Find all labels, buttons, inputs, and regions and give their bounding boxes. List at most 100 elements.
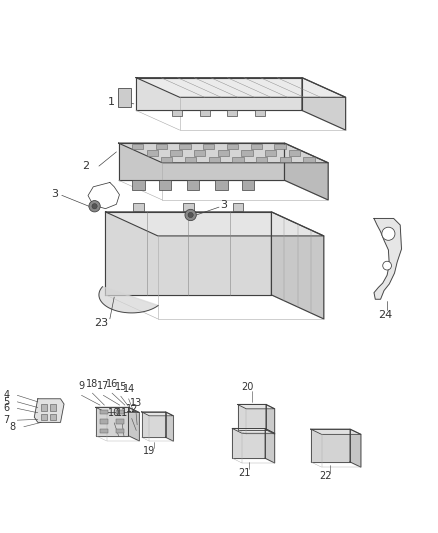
Text: 8: 8 [10, 422, 16, 432]
Text: 20: 20 [241, 382, 254, 392]
Bar [194, 150, 205, 156]
Bar [49, 414, 56, 420]
Polygon shape [237, 405, 266, 430]
Bar [208, 157, 220, 162]
Bar [118, 88, 131, 107]
Polygon shape [302, 78, 346, 130]
Text: 22: 22 [320, 471, 332, 481]
Text: 6: 6 [4, 403, 10, 414]
Polygon shape [34, 399, 64, 422]
Polygon shape [285, 143, 328, 200]
Text: 9: 9 [78, 381, 85, 391]
Bar [242, 180, 254, 190]
Bar [49, 405, 56, 410]
Text: 18: 18 [86, 379, 99, 389]
Bar [161, 157, 173, 162]
Circle shape [89, 200, 100, 212]
Bar [233, 203, 244, 211]
Bar [41, 414, 47, 420]
Circle shape [383, 261, 392, 270]
Bar [185, 157, 196, 162]
Polygon shape [265, 429, 275, 463]
Polygon shape [119, 143, 285, 180]
Bar [227, 110, 237, 116]
Bar [100, 410, 108, 414]
Circle shape [92, 204, 97, 209]
Polygon shape [106, 212, 324, 236]
Bar [170, 150, 182, 156]
Polygon shape [99, 287, 158, 313]
Text: 7: 7 [3, 415, 10, 425]
Text: 24: 24 [378, 310, 392, 319]
Polygon shape [237, 405, 275, 409]
Polygon shape [166, 412, 173, 441]
Text: 5: 5 [3, 397, 10, 407]
Polygon shape [374, 219, 402, 299]
Text: 13: 13 [130, 398, 142, 408]
Text: 1: 1 [108, 96, 115, 107]
Bar [116, 410, 124, 414]
Text: 17: 17 [97, 381, 110, 391]
Bar [201, 110, 210, 116]
Polygon shape [136, 78, 302, 110]
Polygon shape [272, 212, 324, 319]
Text: 12: 12 [126, 404, 138, 414]
Bar [134, 203, 144, 211]
Bar [132, 144, 143, 149]
Bar [116, 419, 124, 424]
Bar [203, 144, 215, 149]
Bar [232, 157, 244, 162]
Bar [116, 429, 124, 433]
Text: 15: 15 [115, 382, 127, 392]
Text: 14: 14 [123, 384, 135, 394]
Bar [132, 180, 145, 190]
Bar [251, 144, 262, 149]
Polygon shape [141, 412, 173, 416]
Bar [100, 429, 108, 433]
Bar [241, 150, 253, 156]
Bar [172, 110, 182, 116]
Bar [274, 144, 286, 149]
Bar [215, 180, 228, 190]
Polygon shape [350, 429, 361, 467]
Bar [265, 150, 276, 156]
Polygon shape [141, 412, 166, 437]
Text: 16: 16 [106, 379, 118, 389]
Bar [218, 150, 229, 156]
Bar [256, 157, 267, 162]
Circle shape [382, 227, 395, 240]
Bar [227, 144, 238, 149]
Polygon shape [95, 407, 128, 435]
Bar [289, 150, 300, 156]
Text: 11: 11 [116, 408, 128, 418]
Polygon shape [266, 405, 275, 434]
Polygon shape [311, 429, 361, 434]
Bar [180, 144, 191, 149]
Bar [304, 157, 314, 162]
Text: 3: 3 [51, 189, 58, 199]
Text: 4: 4 [4, 390, 10, 400]
Text: 21: 21 [238, 467, 251, 478]
Circle shape [185, 209, 196, 221]
Text: 3: 3 [220, 200, 227, 211]
Polygon shape [106, 212, 272, 295]
Text: 23: 23 [95, 318, 109, 328]
Text: 19: 19 [143, 446, 155, 456]
Polygon shape [232, 429, 275, 433]
Text: 10: 10 [108, 408, 120, 418]
Bar [147, 150, 158, 156]
Bar [159, 180, 171, 190]
Polygon shape [128, 407, 139, 441]
Bar [187, 180, 199, 190]
Bar [255, 110, 265, 116]
Bar [183, 203, 194, 211]
Polygon shape [95, 407, 139, 413]
Text: 2: 2 [82, 161, 89, 171]
Polygon shape [136, 78, 346, 98]
Bar [279, 157, 291, 162]
Bar [156, 144, 167, 149]
Polygon shape [119, 143, 328, 163]
Polygon shape [232, 429, 265, 458]
Bar [41, 405, 47, 410]
Circle shape [188, 212, 193, 217]
